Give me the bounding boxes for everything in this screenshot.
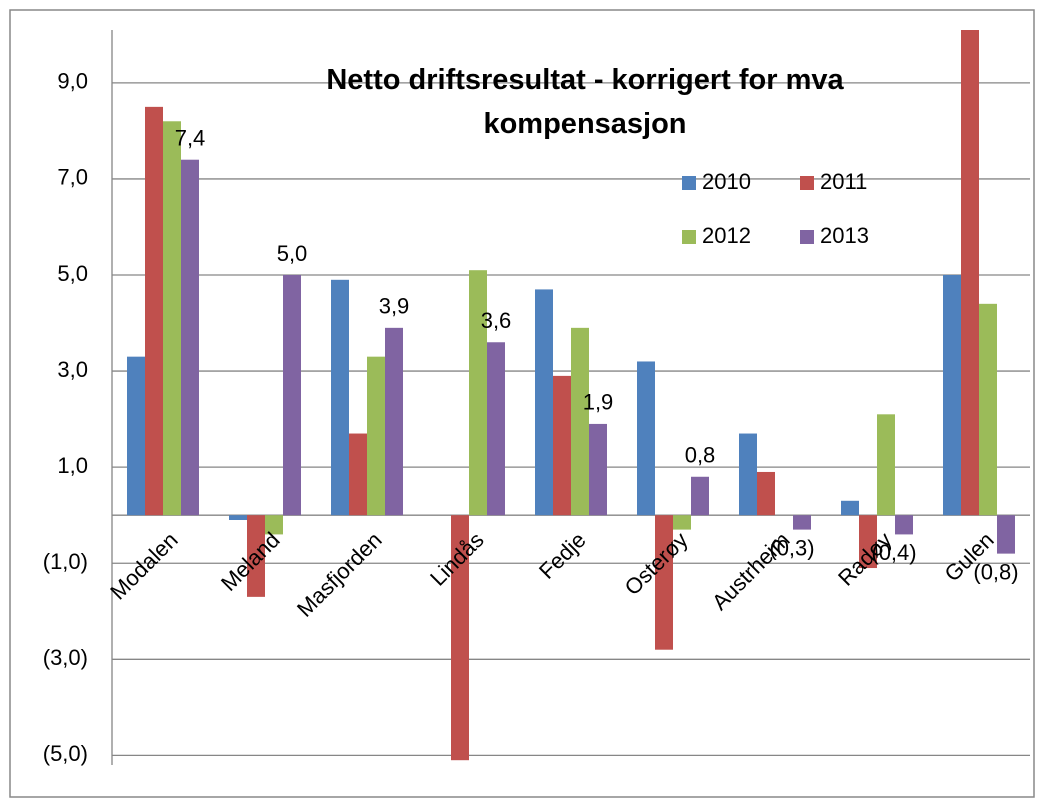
bar — [127, 356, 145, 516]
data-label: (0,3) — [769, 535, 814, 560]
y-tick-label: (1,0) — [43, 549, 88, 574]
legend-swatch — [682, 230, 696, 244]
data-label: 3,6 — [481, 308, 512, 333]
bar — [265, 515, 283, 535]
bar — [229, 515, 247, 520]
y-tick-label: 7,0 — [57, 165, 88, 190]
data-label: 3,9 — [379, 294, 410, 319]
bar — [385, 327, 403, 516]
bar — [673, 515, 691, 530]
bar — [589, 423, 607, 516]
legend-label: 2010 — [702, 169, 751, 194]
data-label: (0,4) — [871, 540, 916, 565]
chart-title: Netto driftsresultat - korrigert for mva… — [326, 64, 844, 140]
bar — [469, 270, 487, 516]
bar — [283, 275, 301, 516]
bar — [145, 106, 163, 516]
bar — [163, 121, 181, 516]
bar — [535, 289, 553, 516]
y-tick-label: 1,0 — [57, 453, 88, 478]
data-label: 0,8 — [685, 443, 716, 468]
y-tick-label: (3,0) — [43, 645, 88, 670]
y-tick-label: 3,0 — [57, 357, 88, 382]
bar — [877, 414, 895, 516]
bar — [979, 303, 997, 516]
bar — [793, 515, 811, 530]
bar — [739, 433, 757, 516]
bar — [571, 327, 589, 516]
bar — [451, 515, 469, 761]
bar — [487, 342, 505, 516]
bar — [637, 361, 655, 516]
bar — [757, 471, 775, 516]
bar — [181, 159, 199, 516]
y-tick-label: 5,0 — [57, 261, 88, 286]
bar — [943, 275, 961, 516]
y-tick-label: (5,0) — [43, 741, 88, 766]
bar — [997, 515, 1015, 554]
bar — [841, 500, 859, 516]
data-label: 7,4 — [175, 126, 206, 151]
legend-swatch — [800, 176, 814, 190]
data-label: 5,0 — [277, 241, 308, 266]
legend-swatch — [682, 176, 696, 190]
y-tick-label: 9,0 — [57, 69, 88, 94]
bar — [691, 476, 709, 516]
bar — [553, 375, 571, 516]
bar — [895, 515, 913, 535]
legend-label: 2013 — [820, 223, 869, 248]
legend-swatch — [800, 230, 814, 244]
data-label: 1,9 — [583, 390, 614, 415]
legend-label: 2012 — [702, 223, 751, 248]
bar — [349, 433, 367, 516]
legend-label: 2011 — [820, 169, 867, 194]
bar — [367, 356, 385, 516]
data-label: (0,8) — [973, 559, 1018, 584]
bar — [655, 515, 673, 650]
bar — [331, 279, 349, 516]
bar — [859, 515, 877, 569]
bar — [247, 515, 265, 597]
bar — [961, 30, 979, 516]
